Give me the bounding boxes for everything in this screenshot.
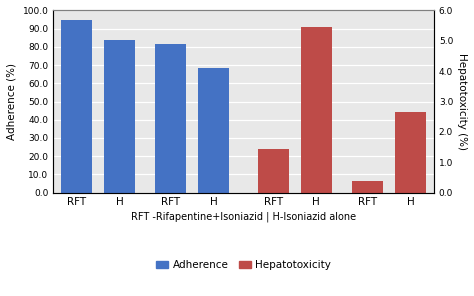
- Bar: [258, 149, 289, 193]
- Bar: [155, 44, 186, 193]
- Y-axis label: Hepatotoxicity (%): Hepatotoxicity (%): [457, 53, 467, 150]
- Bar: [395, 112, 426, 193]
- Legend: Adherence, Hepatotoxicity: Adherence, Hepatotoxicity: [152, 256, 336, 274]
- Bar: [198, 68, 229, 193]
- Bar: [301, 27, 332, 193]
- Bar: [352, 181, 383, 193]
- Y-axis label: Adherence (%): Adherence (%): [7, 63, 17, 140]
- Bar: [104, 41, 135, 193]
- Bar: [61, 20, 92, 193]
- X-axis label: RFT -Rifapentine+Isoniazid | H-Isoniazid alone: RFT -Rifapentine+Isoniazid | H-Isoniazid…: [131, 212, 356, 222]
